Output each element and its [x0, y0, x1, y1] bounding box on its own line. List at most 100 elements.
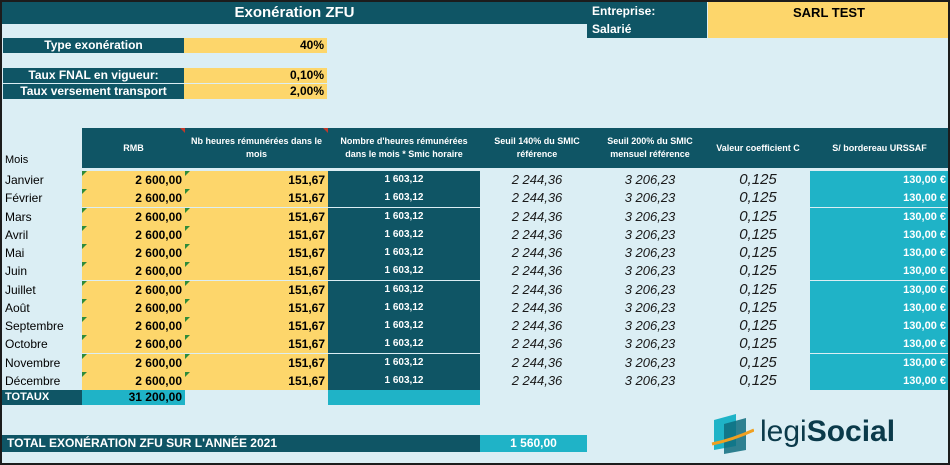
heures-smic-cell[interactable]: 1 603,12: [328, 171, 480, 189]
urssaf-cell[interactable]: 130,00 €: [810, 171, 948, 189]
nb-heures-cell[interactable]: 151,67: [185, 335, 328, 353]
seuil-140-cell[interactable]: 2 244,36: [480, 372, 594, 390]
heures-smic-cell[interactable]: 1 603,12: [328, 317, 480, 335]
coefficient-cell[interactable]: 0,125: [706, 244, 810, 262]
rmb-cell[interactable]: 2 600,00: [82, 372, 185, 390]
heures-smic-cell[interactable]: 1 603,12: [328, 226, 480, 244]
rmb-cell[interactable]: 2 600,00: [82, 262, 185, 280]
seuil-200-cell[interactable]: 3 206,23: [594, 354, 706, 372]
coefficient-cell[interactable]: 0,125: [706, 171, 810, 189]
heures-smic-cell[interactable]: 1 603,12: [328, 189, 480, 207]
seuil-200-cell[interactable]: 3 206,23: [594, 262, 706, 280]
urssaf-cell[interactable]: 130,00 €: [810, 299, 948, 317]
rmb-cell[interactable]: 2 600,00: [82, 226, 185, 244]
urssaf-cell[interactable]: 130,00 €: [810, 354, 948, 372]
urssaf-cell[interactable]: 130,00 €: [810, 189, 948, 207]
nb-heures-cell[interactable]: 151,67: [185, 189, 328, 207]
heures-smic-cell[interactable]: 1 603,12: [328, 354, 480, 372]
seuil-140-cell[interactable]: 2 244,36: [480, 262, 594, 280]
entreprise-value-cell[interactable]: SARL TEST: [708, 2, 948, 38]
urssaf-cell[interactable]: 130,00 €: [810, 335, 948, 353]
seuil-140-cell[interactable]: 2 244,36: [480, 244, 594, 262]
logo-text-part1: legi: [760, 415, 807, 448]
formula-marker-icon: [185, 335, 190, 340]
nb-heures-cell[interactable]: 151,67: [185, 171, 328, 189]
urssaf-cell[interactable]: 130,00 €: [810, 281, 948, 299]
totaux-rmb-cell[interactable]: 31 200,00: [82, 390, 185, 405]
total-exoneration-cell[interactable]: 1 560,00: [480, 435, 587, 452]
logo-text-part2: Social: [806, 415, 896, 448]
rmb-cell[interactable]: 2 600,00: [82, 317, 185, 335]
seuil-200-cell[interactable]: 3 206,23: [594, 372, 706, 390]
urssaf-cell[interactable]: 130,00 €: [810, 208, 948, 226]
nb-heures-cell[interactable]: 151,67: [185, 244, 328, 262]
rmb-cell[interactable]: 2 600,00: [82, 281, 185, 299]
nb-heures-cell[interactable]: 151,67: [185, 299, 328, 317]
seuil-140-cell[interactable]: 2 244,36: [480, 171, 594, 189]
rmb-cell[interactable]: 2 600,00: [82, 189, 185, 207]
seuil-200-cell[interactable]: 3 206,23: [594, 171, 706, 189]
coefficient-cell[interactable]: 0,125: [706, 354, 810, 372]
rmb-cell[interactable]: 2 600,00: [82, 244, 185, 262]
urssaf-cell[interactable]: 130,00 €: [810, 226, 948, 244]
seuil-140-cell[interactable]: 2 244,36: [480, 226, 594, 244]
seuil-140-cell[interactable]: 2 244,36: [480, 354, 594, 372]
urssaf-cell[interactable]: 130,00 €: [810, 244, 948, 262]
rmb-cell[interactable]: 2 600,00: [82, 335, 185, 353]
coefficient-cell[interactable]: 0,125: [706, 335, 810, 353]
formula-marker-icon: [185, 281, 190, 286]
nb-heures-cell[interactable]: 151,67: [185, 372, 328, 390]
taux-fnal-cell[interactable]: 0,10%: [184, 68, 327, 83]
coefficient-cell[interactable]: 0,125: [706, 262, 810, 280]
type-exoneration-cell[interactable]: 40%: [184, 38, 327, 53]
nb-heures-cell[interactable]: 151,67: [185, 281, 328, 299]
heures-smic-cell[interactable]: 1 603,12: [328, 244, 480, 262]
urssaf-cell[interactable]: 130,00 €: [810, 372, 948, 390]
month-cell: Juillet: [2, 281, 82, 299]
heures-smic-cell[interactable]: 1 603,12: [328, 208, 480, 226]
heures-smic-cell[interactable]: 1 603,12: [328, 372, 480, 390]
seuil-200-cell[interactable]: 3 206,23: [594, 299, 706, 317]
totaux-label: TOTAUX: [2, 390, 82, 405]
seuil-140-cell[interactable]: 2 244,36: [480, 281, 594, 299]
taux-transport-cell[interactable]: 2,00%: [184, 84, 327, 99]
totaux-blank-cell[interactable]: [328, 390, 480, 405]
coefficient-cell[interactable]: 0,125: [706, 226, 810, 244]
nb-heures-cell[interactable]: 151,67: [185, 226, 328, 244]
rmb-cell[interactable]: 2 600,00: [82, 299, 185, 317]
seuil-140-cell[interactable]: 2 244,36: [480, 208, 594, 226]
formula-marker-icon: [82, 317, 87, 322]
nb-heures-cell[interactable]: 151,67: [185, 262, 328, 280]
coefficient-cell[interactable]: 0,125: [706, 317, 810, 335]
seuil-200-cell[interactable]: 3 206,23: [594, 208, 706, 226]
nb-heures-cell[interactable]: 151,67: [185, 317, 328, 335]
seuil-200-cell[interactable]: 3 206,23: [594, 226, 706, 244]
month-cell: Septembre: [2, 317, 82, 335]
coefficient-cell[interactable]: 0,125: [706, 372, 810, 390]
rmb-cell[interactable]: 2 600,00: [82, 171, 185, 189]
seuil-200-cell[interactable]: 3 206,23: [594, 244, 706, 262]
nb-heures-cell[interactable]: 151,67: [185, 208, 328, 226]
rmb-cell[interactable]: 2 600,00: [82, 354, 185, 372]
nb-heures-cell[interactable]: 151,67: [185, 354, 328, 372]
heures-smic-cell[interactable]: 1 603,12: [328, 262, 480, 280]
urssaf-cell[interactable]: 130,00 €: [810, 317, 948, 335]
rmb-cell[interactable]: 2 600,00: [82, 208, 185, 226]
seuil-200-cell[interactable]: 3 206,23: [594, 189, 706, 207]
seuil-200-cell[interactable]: 3 206,23: [594, 317, 706, 335]
seuil-200-cell[interactable]: 3 206,23: [594, 335, 706, 353]
seuil-140-cell[interactable]: 2 244,36: [480, 317, 594, 335]
seuil-140-cell[interactable]: 2 244,36: [480, 299, 594, 317]
coefficient-cell[interactable]: 0,125: [706, 281, 810, 299]
coefficient-cell[interactable]: 0,125: [706, 208, 810, 226]
heures-smic-cell[interactable]: 1 603,12: [328, 281, 480, 299]
coefficient-cell[interactable]: 0,125: [706, 299, 810, 317]
seuil-200-cell[interactable]: 3 206,23: [594, 281, 706, 299]
seuil-140-cell[interactable]: 2 244,36: [480, 189, 594, 207]
heures-smic-cell[interactable]: 1 603,12: [328, 335, 480, 353]
coefficient-cell[interactable]: 0,125: [706, 189, 810, 207]
month-cell: Décembre: [2, 372, 82, 390]
urssaf-cell[interactable]: 130,00 €: [810, 262, 948, 280]
seuil-140-cell[interactable]: 2 244,36: [480, 335, 594, 353]
heures-smic-cell[interactable]: 1 603,12: [328, 299, 480, 317]
